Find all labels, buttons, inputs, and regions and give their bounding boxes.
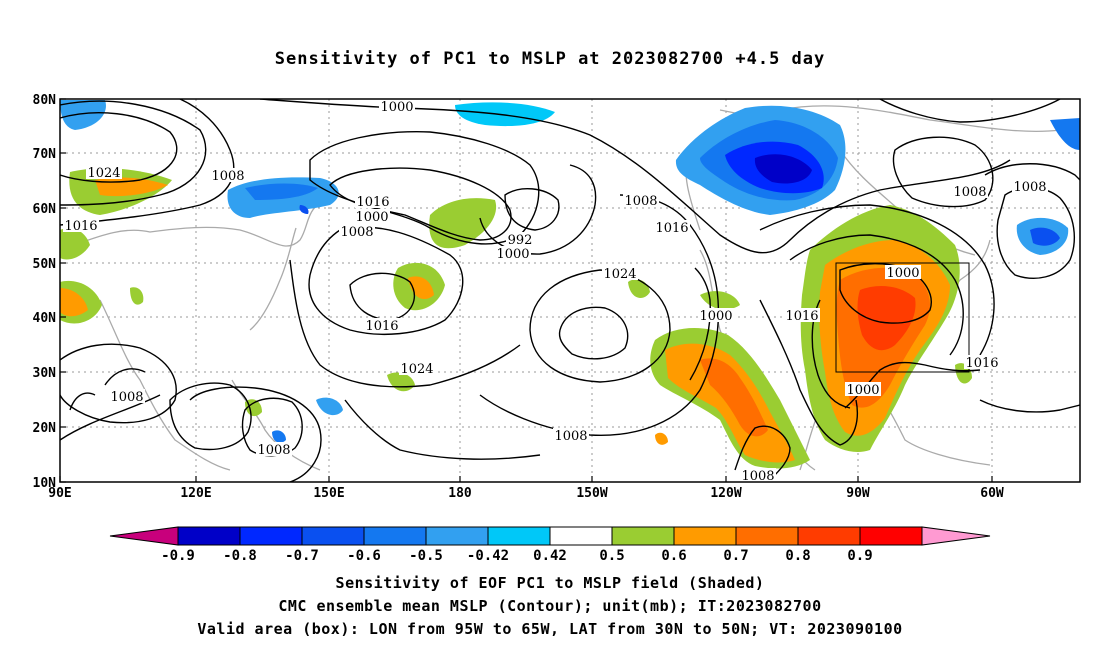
colorbar-segment (425, 526, 489, 546)
colorbar: -0.9 -0.8 -0.7 -0.6 -0.5 -0.42 0.42 0.5 0.6 0.7 0.… (109, 526, 991, 564)
contour-label: 1000 (699, 309, 732, 324)
caption-line-1: Sensitivity of EOF PC1 to MSLP field (Sh… (335, 574, 765, 592)
contour-label: 1008 (340, 225, 373, 240)
colorbar-label: 0.8 (785, 548, 810, 564)
map-title: Sensitivity of PC1 to MSLP at 2023082700… (274, 49, 826, 69)
colorbar-segment (735, 526, 799, 546)
lon-label: 90E (48, 486, 71, 501)
lat-label: 30N (33, 366, 57, 381)
lon-label: 120E (180, 486, 211, 501)
contour-label: 1000 (355, 210, 388, 225)
lon-label: 90W (846, 486, 870, 501)
lat-label: 60N (33, 202, 57, 217)
colorbar-segment (797, 526, 861, 546)
contour-label: 1016 (356, 195, 389, 210)
mslp-contours (60, 99, 1080, 482)
colorbar-segment (859, 526, 923, 546)
colorbar-segment (363, 526, 427, 546)
contour-label: 1016 (655, 221, 688, 236)
contour-label: 1016 (965, 356, 998, 371)
contour-label: 1000 (496, 247, 529, 262)
caption-line-3: Valid area (box): LON from 95W to 65W, L… (197, 620, 903, 638)
caption-line-2: CMC ensemble mean MSLP (Contour); unit(m… (278, 597, 822, 615)
colorbar-segment (611, 526, 675, 546)
colorbar-segment (487, 526, 551, 546)
colorbar-label: 0.9 (847, 548, 872, 564)
lat-label: 10N (33, 476, 57, 491)
colorbar-segment (673, 526, 737, 546)
lat-label: 20N (33, 421, 57, 436)
colorbar-label: 0.42 (533, 548, 567, 564)
lon-label: 60W (980, 486, 1004, 501)
contour-label: 1008 (257, 443, 290, 458)
contour-label: 992 (508, 233, 533, 248)
contour-label: 1008 (554, 429, 587, 444)
colorbar-segment (549, 526, 613, 546)
lat-label: 40N (33, 311, 57, 326)
colorbar-low-arrow (109, 526, 179, 546)
colorbar-label: -0.7 (285, 548, 319, 564)
colorbar-label: -0.5 (409, 548, 443, 564)
colorbar-high-arrow (921, 526, 991, 546)
colorbar-label: -0.42 (467, 548, 509, 564)
contour-label: 1024 (400, 362, 433, 377)
contour-label: 1008 (741, 469, 774, 484)
contour-label: 1008 (211, 169, 244, 184)
colorbar-segment (239, 526, 303, 546)
contour-label: 1008 (953, 185, 986, 200)
contour-label: 1016 (785, 309, 818, 324)
contour-label: 1008 (1013, 180, 1046, 195)
lon-label: 150E (313, 486, 344, 501)
map-axes: 90E 120E 150E 180 150W 120W 90W 60W 80N 70N 60N 50N… (33, 93, 1004, 501)
lat-label: 50N (33, 257, 57, 272)
colorbar-segment (301, 526, 365, 546)
contour-label: 1024 (603, 267, 636, 282)
colorbar-label: 0.5 (599, 548, 624, 564)
colorbar-label: -0.9 (161, 548, 195, 564)
positive-sensitivity-regions (60, 168, 972, 469)
contour-label: 1000 (886, 266, 919, 281)
lon-label: 120W (710, 486, 741, 501)
lon-label: 150W (576, 486, 607, 501)
map-frame (59, 98, 1081, 483)
contour-label: 1016 (64, 219, 97, 234)
colorbar-label: 0.6 (661, 548, 686, 564)
contour-label: 1000 (846, 383, 879, 398)
contour-label: 1016 (365, 319, 398, 334)
colorbar-label: 0.7 (723, 548, 748, 564)
contour-label: 1008 (624, 194, 657, 209)
lat-label: 70N (33, 147, 57, 162)
lat-label: 80N (33, 93, 57, 108)
lon-label: 180 (448, 486, 472, 501)
valid-area-box (835, 262, 970, 373)
contour-label: 1000 (380, 100, 413, 115)
colorbar-segment (177, 526, 241, 546)
colorbar-label: -0.8 (223, 548, 257, 564)
colorbar-label: -0.6 (347, 548, 381, 564)
contour-label: 1024 (87, 166, 120, 181)
contour-label: 1008 (110, 390, 143, 405)
negative-sensitivity-regions (60, 100, 1080, 443)
